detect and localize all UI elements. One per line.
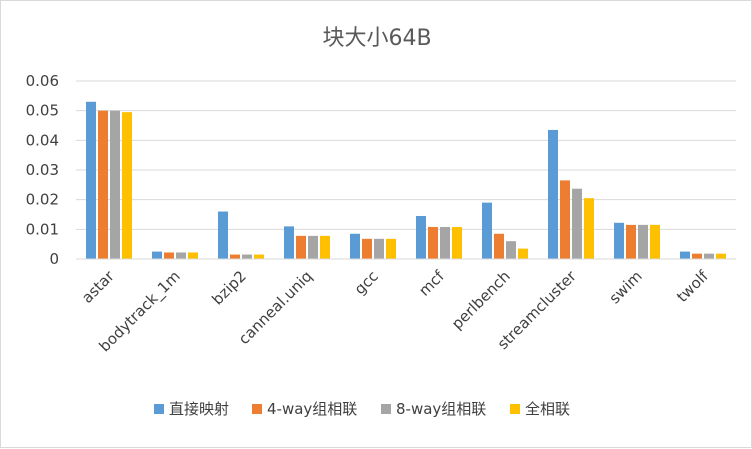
- bar: [584, 198, 594, 259]
- bar: [110, 110, 120, 260]
- bar: [680, 251, 690, 259]
- bar: [122, 112, 132, 260]
- bar: [164, 252, 174, 259]
- bar: [320, 235, 330, 259]
- bar: [440, 226, 450, 259]
- bar: [614, 222, 624, 259]
- x-category-label: astar: [78, 267, 118, 307]
- bar: [86, 101, 96, 260]
- legend-swatch: [381, 404, 391, 414]
- bar: [626, 224, 636, 259]
- x-category-label: twolf: [673, 267, 712, 306]
- bar: [452, 226, 462, 259]
- bar: [428, 226, 438, 259]
- bar: [254, 254, 264, 259]
- bar: [560, 180, 570, 259]
- legend-label: 全相联: [525, 400, 570, 418]
- bar: [242, 254, 252, 259]
- legend: 直接映射 4-way组相联 8-way组相联 全相联: [154, 400, 570, 418]
- bar: [218, 211, 228, 259]
- x-category-label: perlbench: [448, 267, 514, 333]
- legend-label: 直接映射: [169, 400, 229, 418]
- legend-swatch: [510, 404, 520, 414]
- bar: [386, 238, 396, 259]
- y-tick-label: 0.03: [26, 161, 59, 179]
- bar: [506, 241, 516, 259]
- bar: [692, 253, 702, 259]
- bar: [482, 202, 492, 259]
- bar: [152, 251, 162, 259]
- legend-label: 8-way组相联: [396, 400, 486, 418]
- y-tick-label: 0.06: [26, 72, 59, 90]
- y-tick-label: 0.01: [26, 220, 59, 238]
- bar: [548, 129, 558, 259]
- bar: [98, 110, 108, 260]
- x-category-label: bzip2: [208, 267, 249, 308]
- bar: [416, 215, 426, 259]
- bar: [650, 224, 660, 259]
- bar: [638, 224, 648, 259]
- chart-title: 块大小64B: [322, 26, 431, 51]
- x-category-label: mcf: [415, 267, 448, 300]
- bar: [188, 252, 198, 259]
- bar: [350, 233, 360, 259]
- bar: [716, 253, 726, 259]
- x-category-label: gcc: [351, 267, 382, 298]
- bar: [308, 235, 318, 259]
- legend-label: 4-way组相联: [267, 400, 357, 418]
- bars: [86, 101, 726, 260]
- gridlines: [76, 80, 736, 230]
- legend-swatch: [252, 404, 262, 414]
- bar: [230, 254, 240, 259]
- bar: [176, 252, 186, 259]
- x-category-label: swim: [606, 267, 646, 307]
- bar: [494, 233, 504, 259]
- y-tick-label: 0.05: [26, 102, 59, 120]
- bar: [704, 253, 714, 259]
- legend-swatch: [154, 404, 164, 414]
- bar: [284, 226, 294, 259]
- y-axis-ticks: 0 0.01 0.02 0.03 0.04 0.05 0.06: [26, 72, 59, 268]
- bar: [572, 188, 582, 259]
- y-tick-label: 0.02: [26, 191, 59, 209]
- y-tick-label: 0.04: [26, 131, 59, 149]
- bar: [362, 238, 372, 259]
- bar: [296, 235, 306, 259]
- bar: [374, 238, 384, 259]
- y-tick-label: 0: [49, 250, 59, 268]
- bar: [518, 248, 528, 259]
